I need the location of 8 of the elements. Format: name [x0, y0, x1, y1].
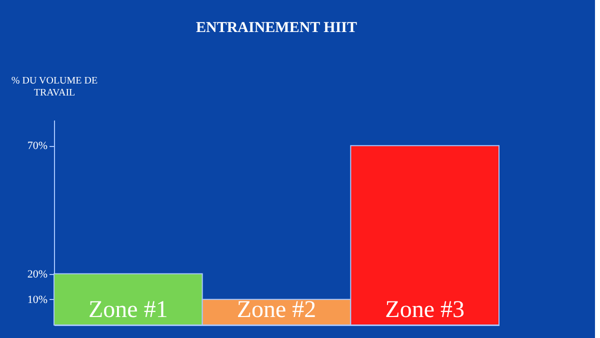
x-tick-label: Zone #2 [236, 297, 316, 323]
x-tick-label: Zone #3 [385, 297, 464, 323]
y-axis-title: % DU VOLUME DE TRAVAIL [11, 76, 98, 98]
chart-title: ENTRAINEMENT HIIT [196, 20, 358, 36]
y-tick-label: 20% [27, 268, 48, 280]
y-tick-label: 10% [27, 294, 48, 306]
y-tick-label: 70% [27, 140, 48, 152]
x-tick-label: Zone #1 [88, 297, 168, 323]
